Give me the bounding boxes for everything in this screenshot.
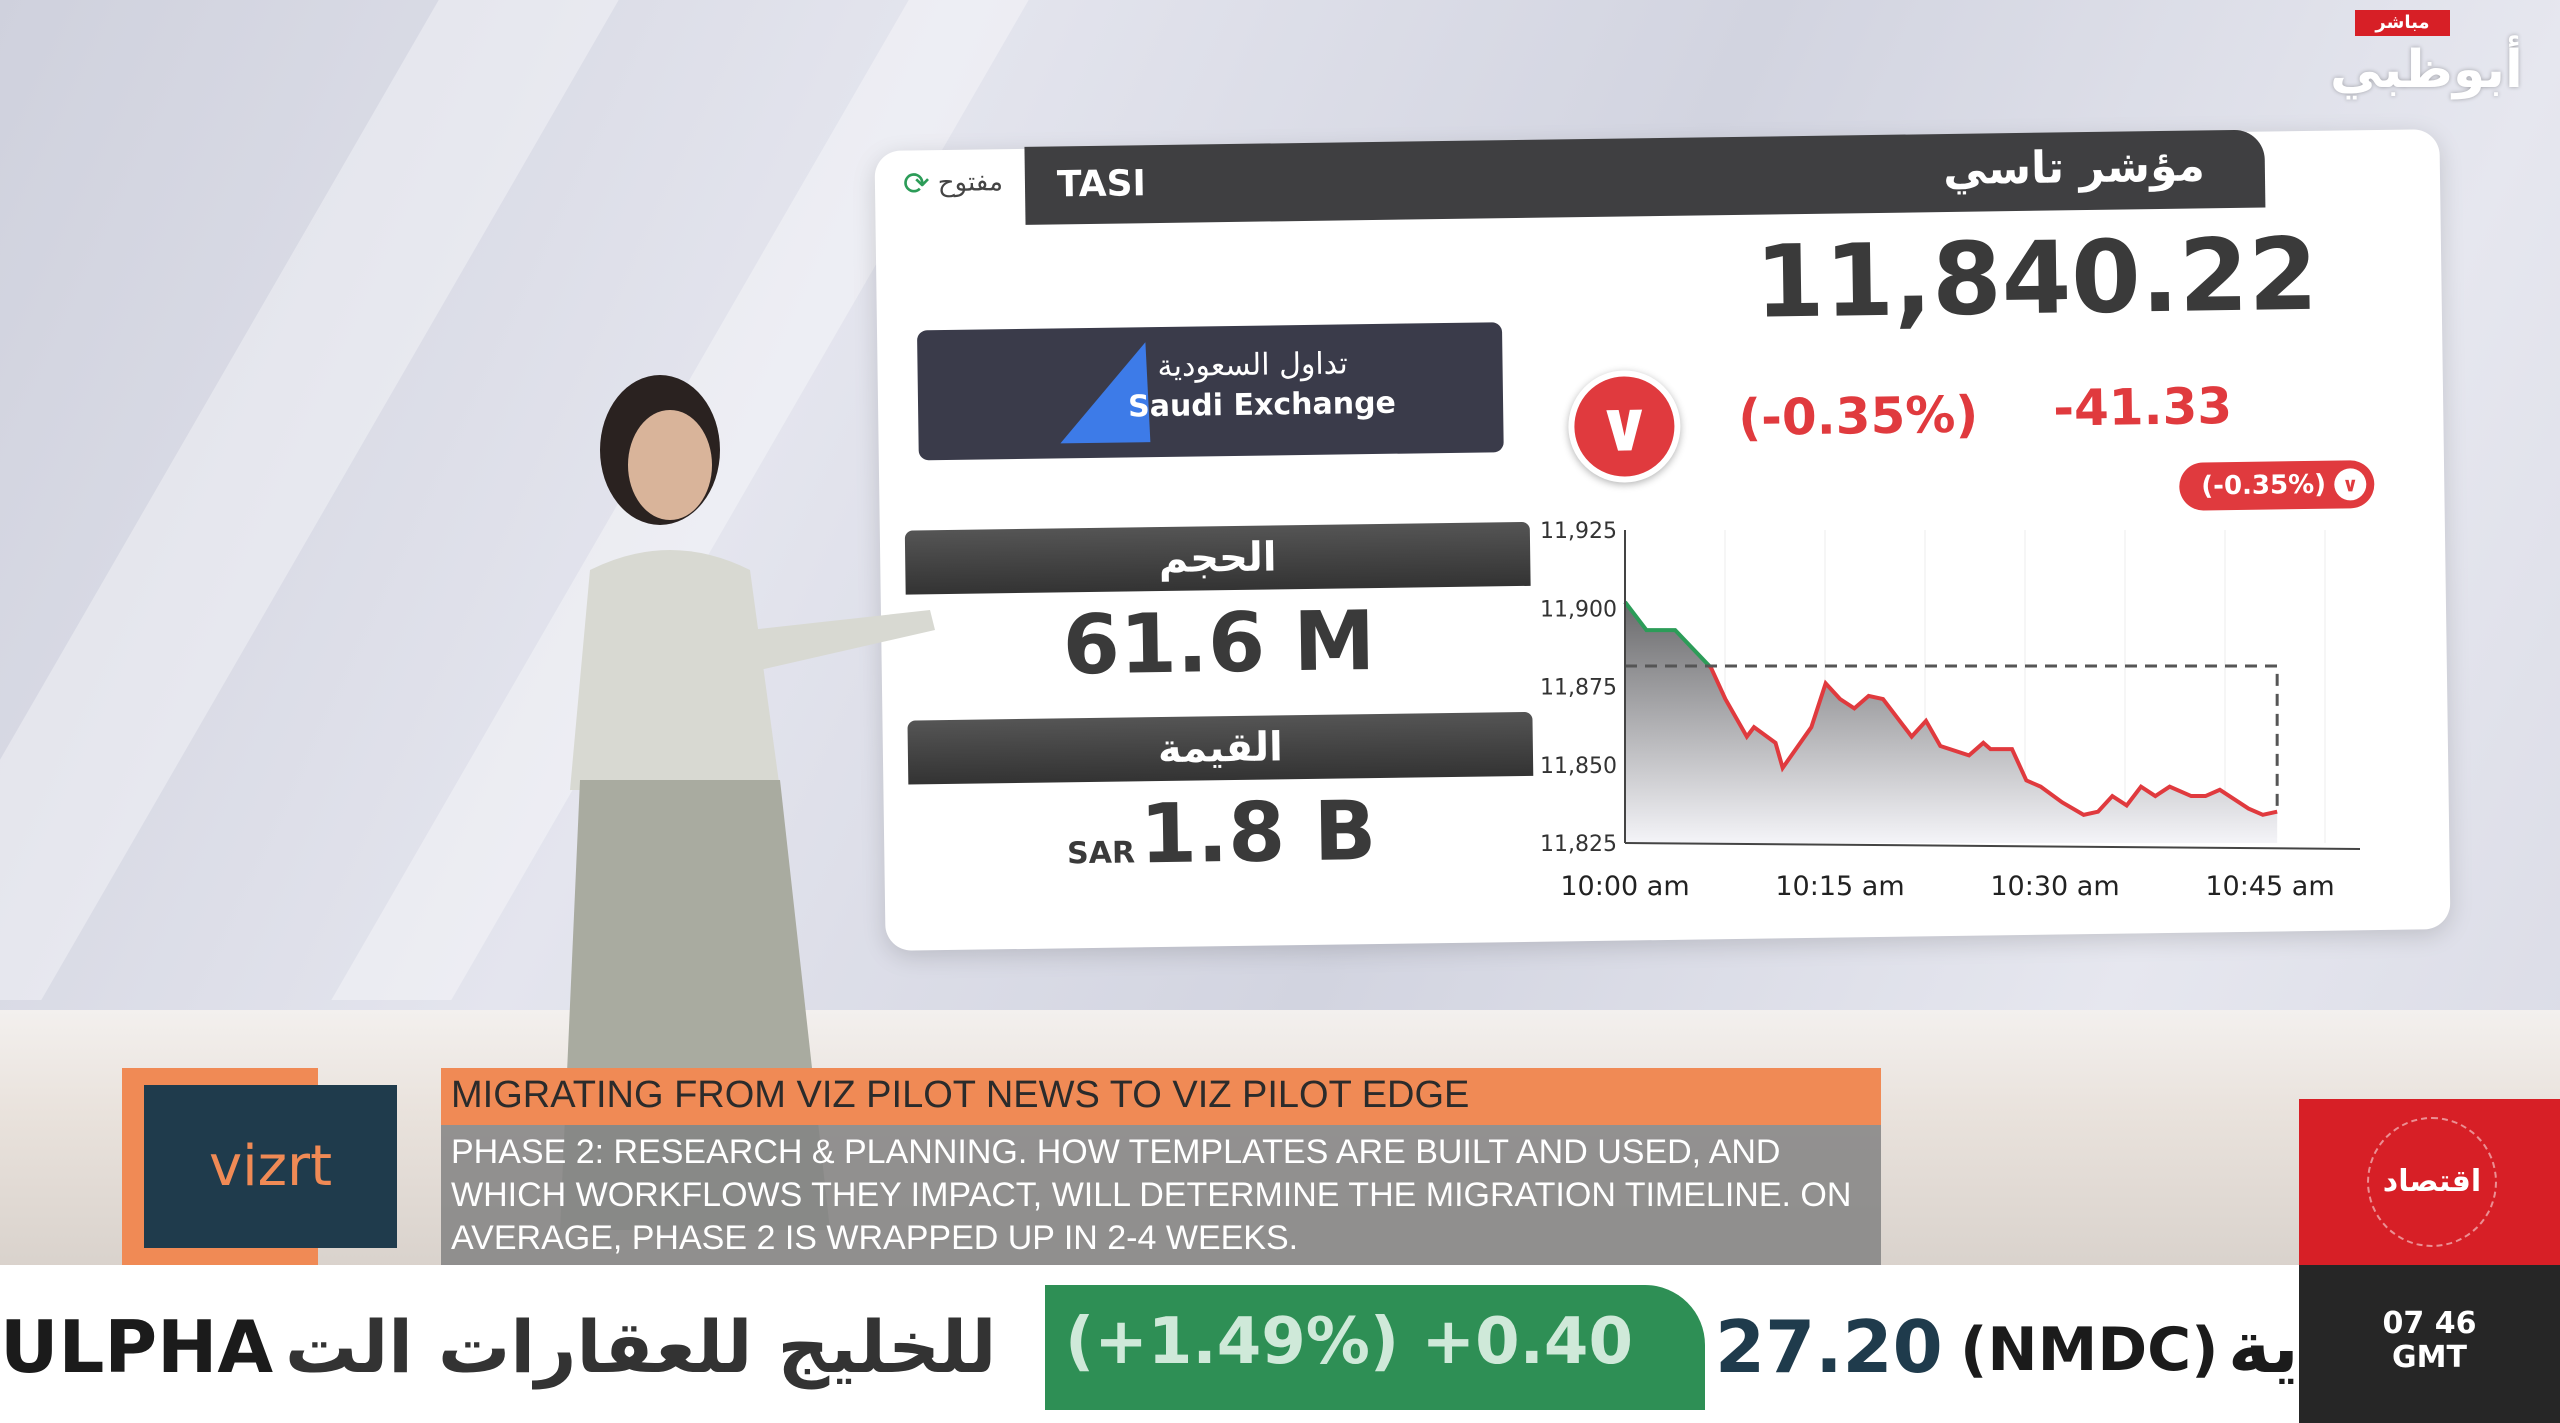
channel-logo: أبوظبي bbox=[2330, 40, 2523, 100]
value-amount: 1.8 B bbox=[1139, 784, 1377, 883]
change-percent: (-0.35%) bbox=[1737, 385, 1979, 447]
previous-close-line bbox=[1625, 664, 2279, 812]
symbol: TASI bbox=[1056, 163, 1147, 206]
lower-third-title: MIGRATING FROM VIZ PILOT NEWS TO VIZ PIL… bbox=[441, 1068, 1881, 1125]
x-tick-label: 10:45 am bbox=[2205, 871, 2334, 902]
y-tick-label: 11,825 bbox=[1540, 832, 1617, 857]
clock-timezone: GMT bbox=[2392, 1340, 2467, 1375]
section-logo: اقتصاد bbox=[2299, 1099, 2560, 1265]
refresh-icon: ⟳ bbox=[902, 164, 931, 203]
price-line-down bbox=[1707, 664, 2278, 817]
live-tag: مباشر bbox=[2355, 10, 2450, 36]
y-tick-label: 11,925 bbox=[1540, 519, 1617, 544]
area-fill bbox=[1625, 602, 2278, 843]
ticker-symbol: (NMDC) bbox=[1960, 1315, 2219, 1385]
ticker-item: ية bbox=[2228, 1305, 2299, 1389]
chevron-down-icon: ∨ bbox=[2334, 468, 2367, 501]
lower-third-body: PHASE 2: RESEARCH & PLANNING. HOW TEMPLA… bbox=[441, 1125, 1881, 1265]
traded-value: SAR 1.8 B bbox=[908, 782, 1534, 886]
market-ticker: ULPHA للخليج للعقارات الت (+1.49%) +0.40… bbox=[0, 1265, 2300, 1423]
x-tick-label: 10:00 am bbox=[1560, 871, 1689, 902]
index-price: 11,840.22 bbox=[1754, 215, 2319, 341]
status-label: مفتوح bbox=[937, 167, 1004, 199]
clock-time: 07 46 bbox=[2382, 1306, 2477, 1341]
section-label: اقتصاد bbox=[2367, 1117, 2497, 1247]
x-tick-label: 10:30 am bbox=[1990, 871, 2119, 902]
index-title: مؤشر تاسي bbox=[1942, 140, 2206, 196]
volume-label: الحجم bbox=[904, 521, 1531, 595]
intraday-chart: 11,825 11,850 11,875 11,900 11,925 10:00 am 10… bbox=[1540, 519, 2361, 902]
ticker-change-box: (+1.49%) +0.40 bbox=[1045, 1285, 1705, 1410]
ticker-item: للخليج للعقارات الت bbox=[285, 1305, 997, 1389]
y-tick-label: 11,875 bbox=[1540, 676, 1617, 701]
ticker-price: 27.20 bbox=[1715, 1305, 1943, 1389]
x-axis bbox=[1624, 842, 2361, 850]
currency: SAR bbox=[1066, 835, 1136, 872]
price-line-up bbox=[1623, 600, 1711, 668]
change-points: -41.33 bbox=[2052, 377, 2233, 438]
vizrt-logo: vizrt bbox=[144, 1085, 397, 1248]
market-status: ⟳ مفتوح bbox=[903, 163, 1003, 202]
value-label: القيمة bbox=[907, 711, 1534, 785]
logo-text-en: Saudi Exchange bbox=[1127, 385, 1397, 425]
x-tick-label: 10:15 am bbox=[1775, 871, 1904, 902]
card-header: TASI مؤشر تاسي bbox=[1024, 129, 2266, 225]
down-arrow-icon: ∨ bbox=[1567, 369, 1682, 484]
ticker-change: (+1.49%) +0.40 bbox=[1065, 1305, 1633, 1379]
logo-text-ar: تداول السعودية bbox=[1157, 346, 1349, 385]
badge-text: (-0.35%) bbox=[2201, 469, 2327, 502]
y-tick-label: 11,850 bbox=[1540, 754, 1617, 779]
saudi-exchange-logo: تداول السعودية Saudi Exchange bbox=[917, 322, 1504, 461]
clock: 07 46 GMT bbox=[2299, 1265, 2560, 1423]
y-tick-label: 11,900 bbox=[1540, 597, 1617, 622]
volume-value: 61.6 M bbox=[1062, 594, 1376, 694]
ticker-item: ULPHA bbox=[0, 1305, 274, 1389]
